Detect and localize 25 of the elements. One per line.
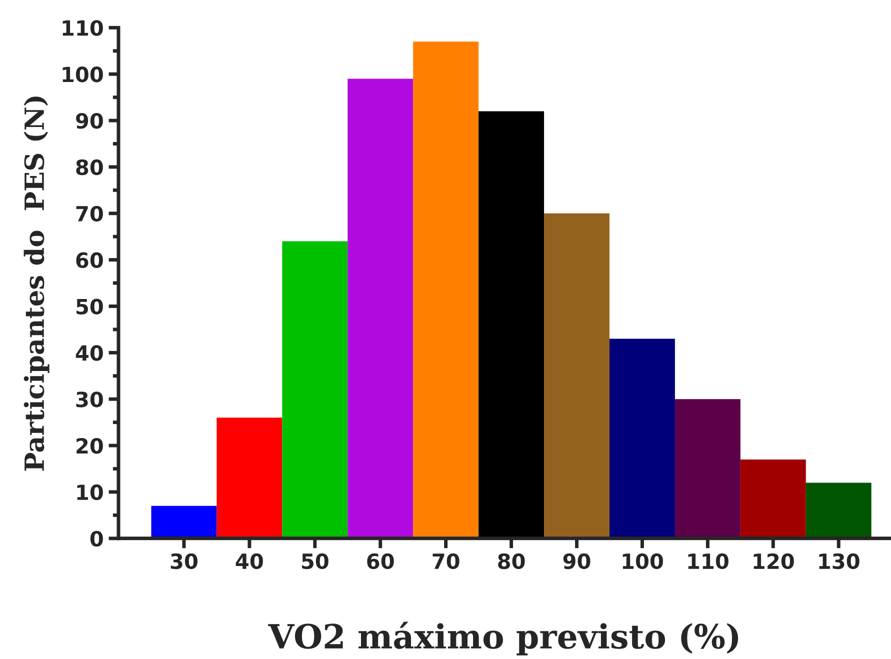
y-tick-label: 40 <box>76 345 103 361</box>
x-tick-label: 70 <box>432 553 460 570</box>
y-tick-label: 90 <box>76 112 103 129</box>
y-tick-label: 110 <box>62 20 103 36</box>
x-tick-label: 90 <box>563 553 590 570</box>
y-tick-label: 10 <box>77 484 103 500</box>
y-axis-title: Participantes do PES (N) <box>24 96 50 471</box>
x-tick-label: 130 <box>819 553 860 570</box>
y-tick-label: 0 <box>90 530 103 547</box>
x-tick-label: 50 <box>302 553 328 570</box>
y-tick-label: 30 <box>76 392 103 408</box>
y-tick-label: 70 <box>76 206 103 222</box>
x-tick-label: 100 <box>622 553 663 570</box>
y-tick-label: 50 <box>76 298 103 314</box>
y-tick-label: 100 <box>62 66 103 82</box>
y-tick-label: 20 <box>76 438 103 454</box>
y-tick-label: 80 <box>76 159 103 176</box>
x-tick-label: 30 <box>170 553 198 570</box>
x-tick-label: 40 <box>236 553 263 570</box>
x-tick-label: 60 <box>367 553 394 570</box>
x-axis-title: VO2 máximo previsto (%) <box>268 622 738 656</box>
y-tick-label: 60 <box>76 252 103 268</box>
x-tick-label: 120 <box>754 553 794 570</box>
x-tick-label: 80 <box>498 553 525 570</box>
x-tick-label: 110 <box>688 553 728 570</box>
